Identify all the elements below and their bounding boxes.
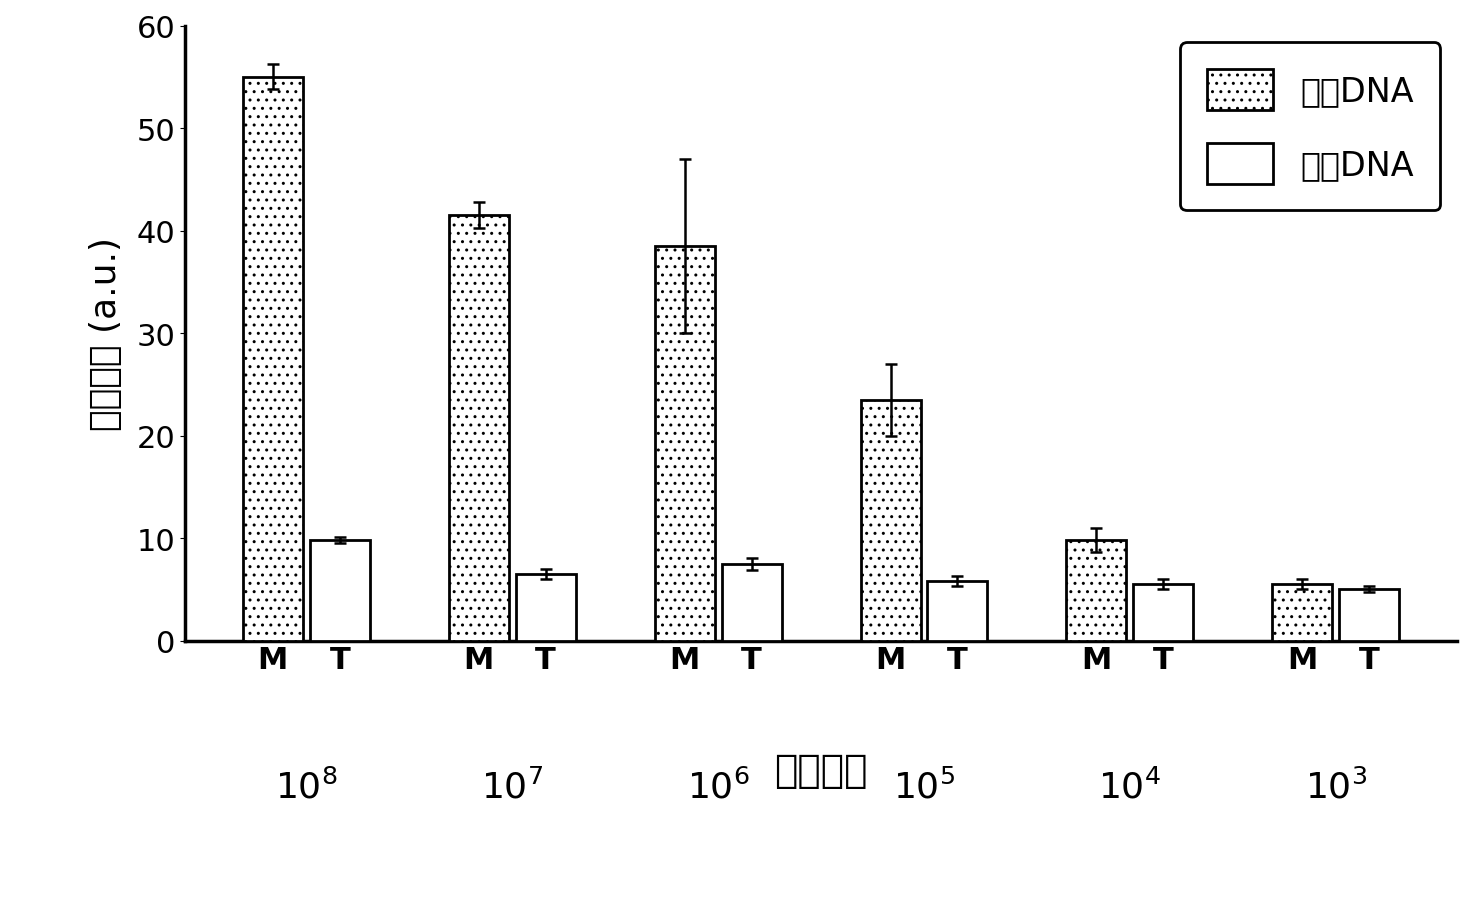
- Bar: [1340, 589, 1400, 640]
- Bar: [1066, 540, 1126, 640]
- Text: $10^6$: $10^6$: [687, 769, 749, 805]
- Bar: [1272, 585, 1332, 640]
- Text: $10^7$: $10^7$: [481, 769, 543, 805]
- Bar: [309, 540, 369, 640]
- Bar: [515, 574, 576, 640]
- Bar: [243, 77, 303, 640]
- X-axis label: 分子数目: 分子数目: [774, 751, 868, 789]
- Text: $10^4$: $10^4$: [1098, 769, 1161, 805]
- Legend: 突变DNA, 正常DNA: 突变DNA, 正常DNA: [1181, 43, 1440, 211]
- Bar: [655, 247, 715, 640]
- Bar: [1133, 585, 1194, 640]
- Text: $10^5$: $10^5$: [894, 769, 955, 805]
- Text: $10^3$: $10^3$: [1304, 769, 1367, 805]
- Bar: [721, 564, 782, 640]
- Text: $10^8$: $10^8$: [275, 769, 337, 805]
- Y-axis label: 荧光强度 (a.u.): 荧光强度 (a.u.): [88, 237, 122, 431]
- Bar: [449, 216, 509, 640]
- Bar: [927, 581, 988, 640]
- Bar: [861, 400, 920, 640]
